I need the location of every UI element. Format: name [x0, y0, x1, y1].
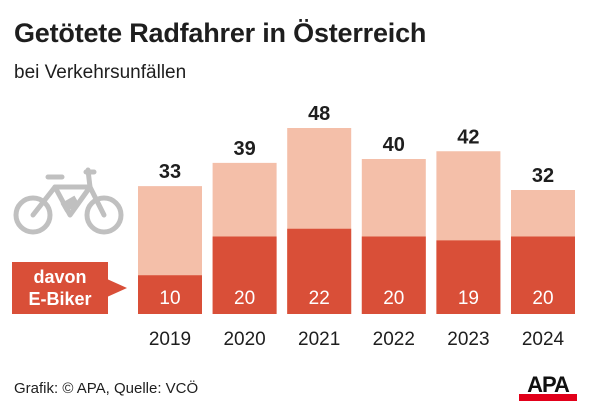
x-tick-2022: 2022: [373, 329, 415, 350]
bar-ebike-2020: [212, 236, 277, 314]
bar-ebike-2021: [287, 228, 352, 314]
callout-line2: E-Biker: [28, 289, 92, 309]
bar-ebike-2024: [511, 236, 575, 314]
apa-logo: APA: [519, 372, 577, 401]
label-total-2022: 40: [383, 134, 405, 156]
chart-subtitle: bei Verkehrsunfällen: [14, 62, 187, 83]
label-total-2020: 39: [233, 138, 255, 160]
label-ebike-2023: 19: [458, 288, 479, 309]
label-ebike-2019: 10: [159, 288, 180, 309]
bar-ebike-2022: [361, 236, 426, 314]
x-tick-2021: 2021: [298, 329, 340, 350]
label-total-2023: 42: [457, 126, 479, 148]
x-tick-2023: 2023: [447, 329, 489, 350]
x-tick-2019: 2019: [149, 329, 191, 350]
label-ebike-2021: 22: [309, 288, 330, 309]
label-ebike-2024: 20: [532, 288, 553, 309]
chart-title: Getötete Radfahrer in Österreich: [14, 18, 427, 48]
callout-arrow: [107, 279, 127, 297]
apa-logo-text: APA: [527, 372, 570, 397]
x-tick-2020: 2020: [223, 329, 265, 350]
x-tick-2024: 2024: [522, 329, 565, 350]
ebiker-callout: davon E-Biker: [12, 262, 108, 314]
callout-line1: davon: [33, 267, 87, 287]
label-total-2019: 33: [159, 161, 181, 183]
source-note: Grafik: © APA, Quelle: VCÖ: [14, 380, 199, 397]
bar-ebike-2023: [436, 240, 501, 314]
label-ebike-2022: 20: [383, 288, 404, 309]
label-total-2024: 32: [532, 165, 554, 187]
label-total-2021: 48: [308, 103, 330, 125]
label-ebike-2020: 20: [234, 288, 255, 309]
bar-ebike-2019: [138, 275, 202, 314]
bicycle-icon: [13, 167, 124, 235]
apa-logo-bar: [519, 394, 577, 401]
